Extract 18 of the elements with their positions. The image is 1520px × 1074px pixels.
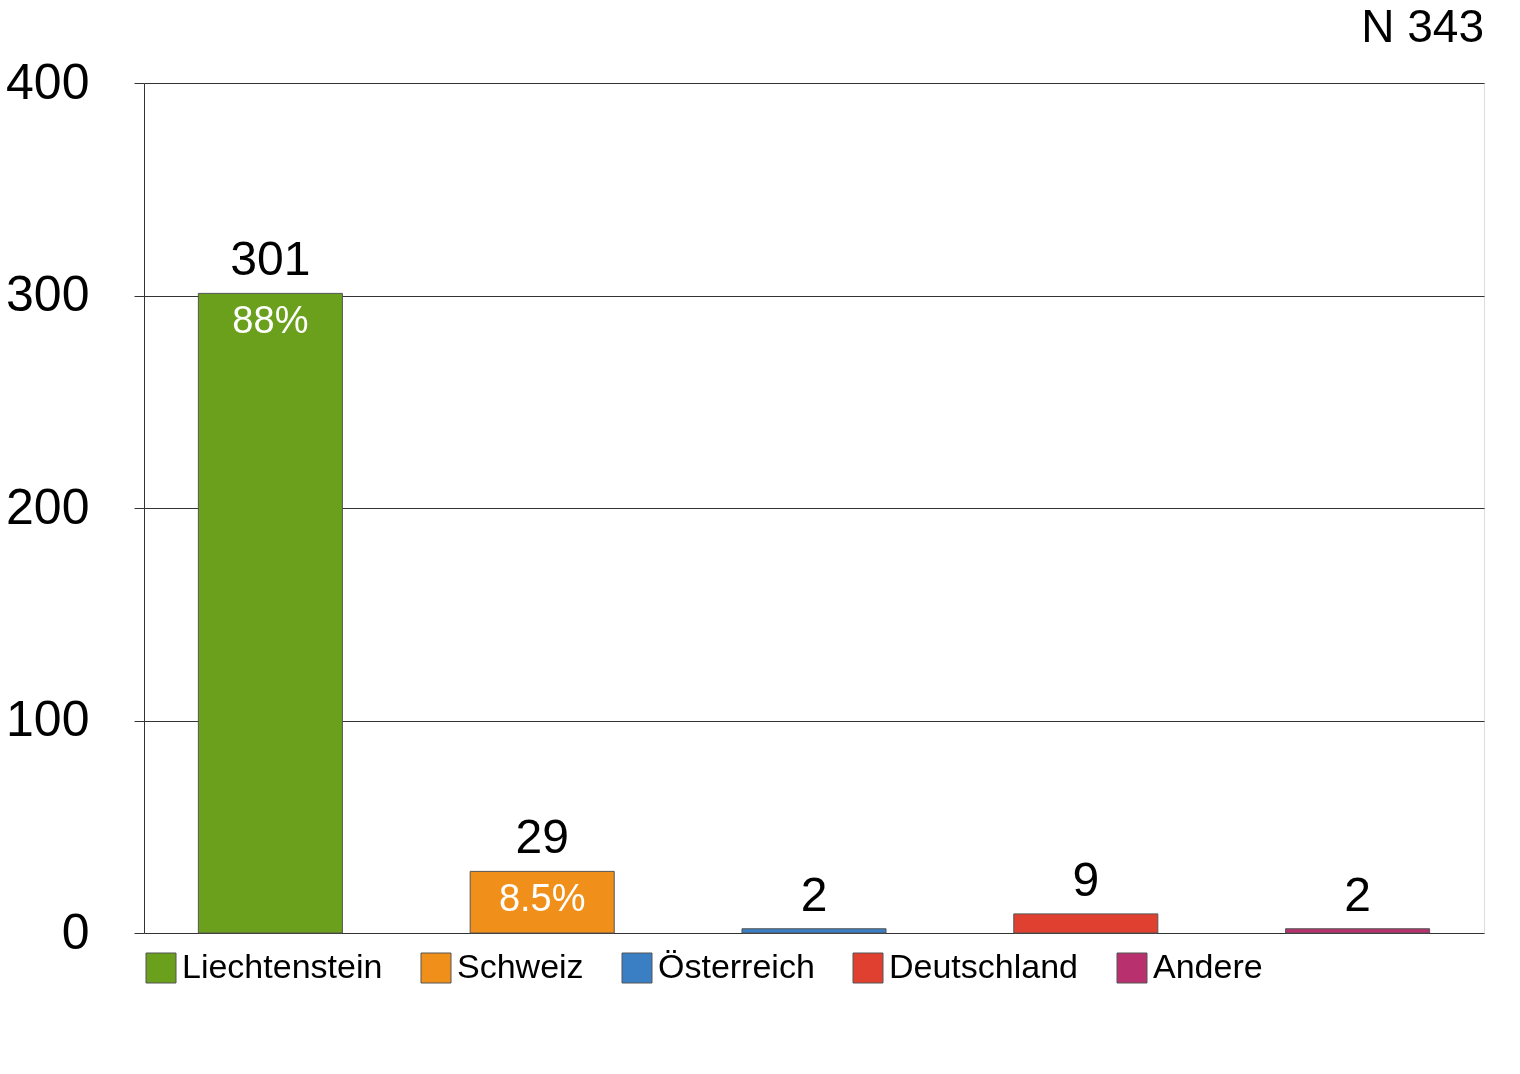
legend-label: Liechtenstein	[182, 947, 383, 985]
y-tick-label: 300	[6, 266, 90, 322]
annotation: 88%	[232, 299, 309, 342]
legend-label: Schweiz	[457, 947, 584, 985]
legend-label: Andere	[1153, 947, 1263, 985]
y-tick-label: 400	[6, 53, 90, 110]
data-label: 2	[800, 867, 828, 921]
data-label: 2	[1344, 867, 1371, 921]
y-tick-label: 0	[61, 903, 90, 960]
data-label: 301	[230, 232, 311, 286]
annotation: 8.5%	[498, 877, 586, 920]
data-label: 29	[515, 810, 569, 864]
data-label: 9	[1072, 852, 1100, 906]
y-tick-label: 100	[6, 691, 90, 747]
y-tick-label: 200	[6, 478, 90, 535]
legend-label: Deutschland	[889, 947, 1079, 985]
text: N 343	[1361, 0, 1484, 52]
legend-label: Österreich	[658, 947, 815, 985]
